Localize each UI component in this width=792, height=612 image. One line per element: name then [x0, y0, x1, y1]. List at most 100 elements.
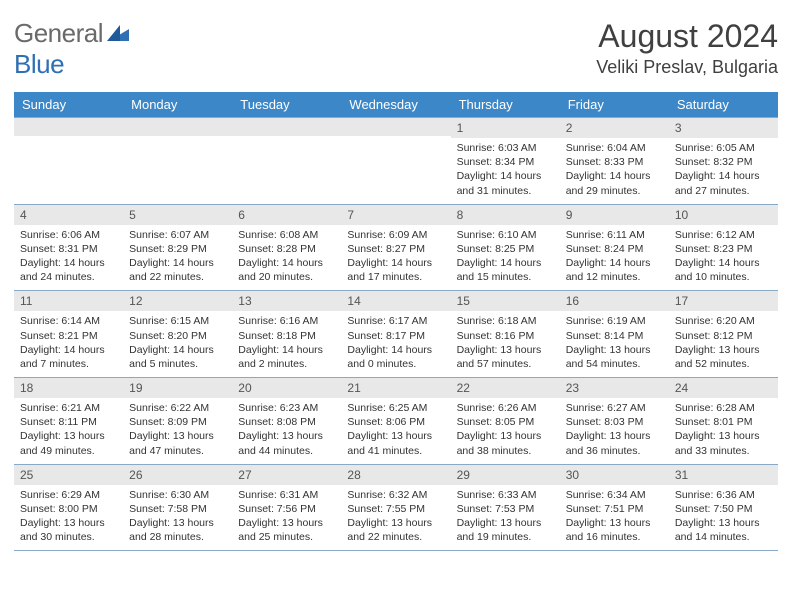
day-number: 26 [123, 465, 232, 485]
day-number: 29 [451, 465, 560, 485]
day-number [232, 118, 341, 136]
sunrise-text: Sunrise: 6:23 AM [238, 401, 335, 415]
month-title: August 2024 [596, 18, 778, 55]
sunset-text: Sunset: 8:28 PM [238, 242, 335, 256]
calendar-row: 1Sunrise: 6:03 AMSunset: 8:34 PMDaylight… [14, 118, 778, 205]
day-details: Sunrise: 6:33 AMSunset: 7:53 PMDaylight:… [451, 485, 560, 551]
daylight-text: Daylight: 14 hours and 27 minutes. [675, 169, 772, 197]
day-number: 1 [451, 118, 560, 138]
day-number: 30 [560, 465, 669, 485]
day-details: Sunrise: 6:22 AMSunset: 8:09 PMDaylight:… [123, 398, 232, 464]
day-number: 17 [669, 291, 778, 311]
day-number: 8 [451, 205, 560, 225]
sunrise-text: Sunrise: 6:30 AM [129, 488, 226, 502]
calendar-cell: 25Sunrise: 6:29 AMSunset: 8:00 PMDayligh… [14, 464, 123, 551]
sunset-text: Sunset: 8:24 PM [566, 242, 663, 256]
day-number: 16 [560, 291, 669, 311]
daylight-text: Daylight: 13 hours and 41 minutes. [347, 429, 444, 457]
title-block: August 2024 Veliki Preslav, Bulgaria [596, 18, 778, 78]
calendar-row: 11Sunrise: 6:14 AMSunset: 8:21 PMDayligh… [14, 291, 778, 378]
sunrise-text: Sunrise: 6:27 AM [566, 401, 663, 415]
day-number: 21 [341, 378, 450, 398]
daylight-text: Daylight: 13 hours and 25 minutes. [238, 516, 335, 544]
daylight-text: Daylight: 14 hours and 24 minutes. [20, 256, 117, 284]
daylight-text: Daylight: 13 hours and 38 minutes. [457, 429, 554, 457]
day-details: Sunrise: 6:05 AMSunset: 8:32 PMDaylight:… [669, 138, 778, 204]
calendar-cell: 21Sunrise: 6:25 AMSunset: 8:06 PMDayligh… [341, 378, 450, 465]
daylight-text: Daylight: 14 hours and 12 minutes. [566, 256, 663, 284]
daylight-text: Daylight: 14 hours and 22 minutes. [129, 256, 226, 284]
day-details: Sunrise: 6:34 AMSunset: 7:51 PMDaylight:… [560, 485, 669, 551]
logo-text-blue: Blue [14, 49, 64, 79]
calendar-cell: 31Sunrise: 6:36 AMSunset: 7:50 PMDayligh… [669, 464, 778, 551]
day-details: Sunrise: 6:15 AMSunset: 8:20 PMDaylight:… [123, 311, 232, 377]
sunrise-text: Sunrise: 6:18 AM [457, 314, 554, 328]
daylight-text: Daylight: 13 hours and 49 minutes. [20, 429, 117, 457]
calendar-row: 25Sunrise: 6:29 AMSunset: 8:00 PMDayligh… [14, 464, 778, 551]
daylight-text: Daylight: 13 hours and 28 minutes. [129, 516, 226, 544]
sunset-text: Sunset: 8:01 PM [675, 415, 772, 429]
day-details: Sunrise: 6:31 AMSunset: 7:56 PMDaylight:… [232, 485, 341, 551]
day-number [123, 118, 232, 136]
sunset-text: Sunset: 8:21 PM [20, 329, 117, 343]
day-number: 6 [232, 205, 341, 225]
sunset-text: Sunset: 8:29 PM [129, 242, 226, 256]
day-number [341, 118, 450, 136]
sunset-text: Sunset: 8:25 PM [457, 242, 554, 256]
sunrise-text: Sunrise: 6:04 AM [566, 141, 663, 155]
daylight-text: Daylight: 14 hours and 20 minutes. [238, 256, 335, 284]
daylight-text: Daylight: 13 hours and 36 minutes. [566, 429, 663, 457]
day-number: 15 [451, 291, 560, 311]
day-details: Sunrise: 6:36 AMSunset: 7:50 PMDaylight:… [669, 485, 778, 551]
sunset-text: Sunset: 8:34 PM [457, 155, 554, 169]
calendar-cell: 23Sunrise: 6:27 AMSunset: 8:03 PMDayligh… [560, 378, 669, 465]
daylight-text: Daylight: 14 hours and 5 minutes. [129, 343, 226, 371]
day-number: 12 [123, 291, 232, 311]
day-details [232, 136, 341, 188]
daylight-text: Daylight: 13 hours and 57 minutes. [457, 343, 554, 371]
daylight-text: Daylight: 14 hours and 0 minutes. [347, 343, 444, 371]
day-details: Sunrise: 6:28 AMSunset: 8:01 PMDaylight:… [669, 398, 778, 464]
sunrise-text: Sunrise: 6:15 AM [129, 314, 226, 328]
day-number: 13 [232, 291, 341, 311]
calendar-cell: 7Sunrise: 6:09 AMSunset: 8:27 PMDaylight… [341, 204, 450, 291]
calendar-cell: 15Sunrise: 6:18 AMSunset: 8:16 PMDayligh… [451, 291, 560, 378]
day-number: 28 [341, 465, 450, 485]
day-details: Sunrise: 6:29 AMSunset: 8:00 PMDaylight:… [14, 485, 123, 551]
calendar-row: 4Sunrise: 6:06 AMSunset: 8:31 PMDaylight… [14, 204, 778, 291]
sunset-text: Sunset: 8:11 PM [20, 415, 117, 429]
weekday-header: Monday [123, 92, 232, 118]
logo: GeneralBlue [14, 18, 129, 80]
day-number: 25 [14, 465, 123, 485]
sunrise-text: Sunrise: 6:33 AM [457, 488, 554, 502]
sunrise-text: Sunrise: 6:31 AM [238, 488, 335, 502]
weekday-header: Sunday [14, 92, 123, 118]
calendar-cell: 14Sunrise: 6:17 AMSunset: 8:17 PMDayligh… [341, 291, 450, 378]
calendar-cell: 4Sunrise: 6:06 AMSunset: 8:31 PMDaylight… [14, 204, 123, 291]
day-details: Sunrise: 6:27 AMSunset: 8:03 PMDaylight:… [560, 398, 669, 464]
day-number: 4 [14, 205, 123, 225]
day-details: Sunrise: 6:18 AMSunset: 8:16 PMDaylight:… [451, 311, 560, 377]
calendar-cell: 28Sunrise: 6:32 AMSunset: 7:55 PMDayligh… [341, 464, 450, 551]
calendar-cell [232, 118, 341, 205]
daylight-text: Daylight: 13 hours and 22 minutes. [347, 516, 444, 544]
daylight-text: Daylight: 14 hours and 17 minutes. [347, 256, 444, 284]
day-number [14, 118, 123, 136]
calendar-cell: 16Sunrise: 6:19 AMSunset: 8:14 PMDayligh… [560, 291, 669, 378]
day-details: Sunrise: 6:20 AMSunset: 8:12 PMDaylight:… [669, 311, 778, 377]
sunset-text: Sunset: 8:09 PM [129, 415, 226, 429]
sunrise-text: Sunrise: 6:25 AM [347, 401, 444, 415]
calendar-cell: 11Sunrise: 6:14 AMSunset: 8:21 PMDayligh… [14, 291, 123, 378]
calendar-cell: 22Sunrise: 6:26 AMSunset: 8:05 PMDayligh… [451, 378, 560, 465]
daylight-text: Daylight: 14 hours and 10 minutes. [675, 256, 772, 284]
sunrise-text: Sunrise: 6:09 AM [347, 228, 444, 242]
sunrise-text: Sunrise: 6:07 AM [129, 228, 226, 242]
calendar-cell: 12Sunrise: 6:15 AMSunset: 8:20 PMDayligh… [123, 291, 232, 378]
sunset-text: Sunset: 8:31 PM [20, 242, 117, 256]
day-number: 18 [14, 378, 123, 398]
sunset-text: Sunset: 8:27 PM [347, 242, 444, 256]
day-details [123, 136, 232, 188]
calendar-cell: 24Sunrise: 6:28 AMSunset: 8:01 PMDayligh… [669, 378, 778, 465]
calendar-page: GeneralBlue August 2024 Veliki Preslav, … [0, 0, 792, 561]
sunset-text: Sunset: 8:14 PM [566, 329, 663, 343]
